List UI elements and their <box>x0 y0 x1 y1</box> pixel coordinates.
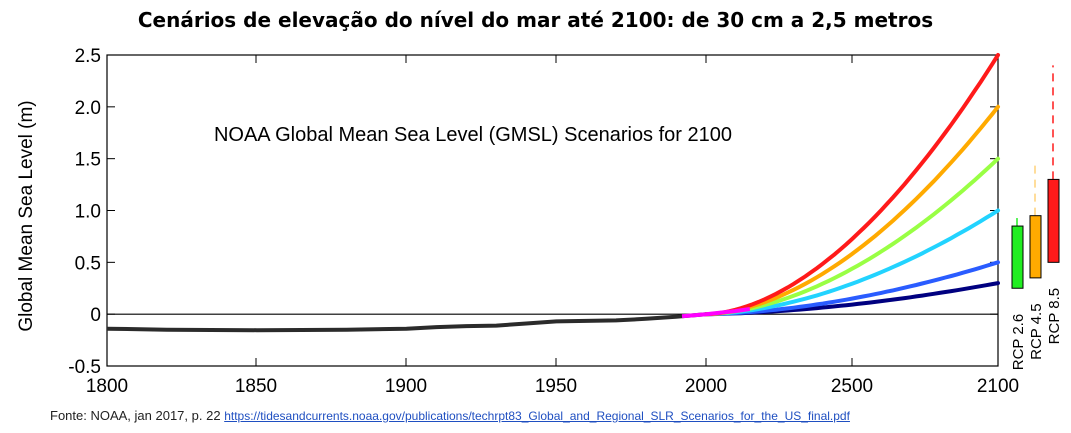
x-tick-label: 2100 <box>977 376 1019 397</box>
footer: Fonte: NOAA, jan 2017, p. 22 https://tid… <box>50 408 850 423</box>
rcp-bar-0 <box>1011 225 1024 289</box>
source-link[interactable]: https://tidesandcurrents.noaa.gov/public… <box>224 409 850 423</box>
rcp-bar-2 <box>1047 178 1060 263</box>
x-tick-label: 1950 <box>535 376 577 397</box>
y-axis-label: Global Mean Sea Level (m) <box>16 100 37 331</box>
y-tick-label: 2.0 <box>75 98 101 119</box>
y-tick-label: 1.0 <box>75 202 101 223</box>
scenario-line-2 <box>704 208 1000 317</box>
rcp-label-1: RCP 4.5 <box>1028 303 1045 359</box>
historical-series <box>106 312 707 333</box>
scenario-line-5 <box>704 53 1000 317</box>
x-tick-label: 2500 <box>831 376 873 397</box>
rcp-bar-1 <box>1029 215 1042 279</box>
y-tick-label: 2.5 <box>75 46 101 67</box>
x-tick-label: 1800 <box>86 376 128 397</box>
scenario-line-1 <box>704 260 1000 317</box>
source-text: Fonte: NOAA, jan 2017, p. 22 <box>50 408 221 423</box>
axes: -0.5 0 0.5 1.0 1.5 2.0 2.5 1800 1850 1900 1950 2000… <box>68 46 1019 397</box>
x-tick-label: 1850 <box>235 376 277 397</box>
rcp-bars: RCP 2.6 RCP 4.5 RCP 8.5 <box>1010 65 1063 370</box>
y-tick-label: 1.5 <box>75 150 101 171</box>
rcp-label-0: RCP 2.6 <box>1010 314 1027 370</box>
rcp-label-2: RCP 8.5 <box>1046 288 1063 344</box>
chart-title: Cenários de elevação do nível do mar até… <box>137 8 934 32</box>
chart-annotation: NOAA Global Mean Sea Level (GMSL) Scenar… <box>214 124 732 146</box>
scenario-series <box>704 53 1000 317</box>
x-tick-label: 2000 <box>685 376 727 397</box>
plot-frame <box>106 54 999 367</box>
observed-recent-series <box>681 307 751 319</box>
observed-line <box>681 307 751 319</box>
y-tick-label: 0 <box>90 305 101 326</box>
y-tick-label: -0.5 <box>68 357 101 378</box>
y-tick-label: 0.5 <box>75 253 101 274</box>
x-tick-label: 1900 <box>385 376 427 397</box>
historical-line <box>106 312 707 333</box>
